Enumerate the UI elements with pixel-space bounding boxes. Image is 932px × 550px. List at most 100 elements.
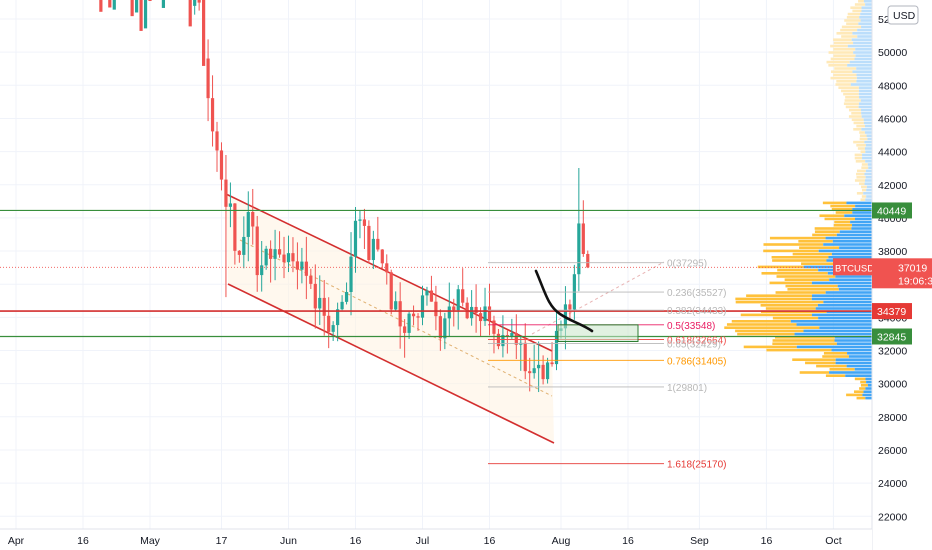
candle-body — [474, 306, 478, 314]
volume-sell-bar — [846, 16, 860, 19]
candle-body — [161, 0, 166, 8]
volume-buy-bar — [862, 156, 872, 160]
volume-buy-bar — [865, 377, 872, 381]
volume-sell-bar — [843, 92, 859, 96]
volume-sell-bar — [836, 32, 853, 35]
volume-sell-bar — [860, 380, 867, 384]
currency-label: USD — [893, 10, 916, 22]
volume-sell-bar — [854, 377, 866, 381]
volume-buy-bar — [860, 19, 872, 22]
candle-body — [135, 0, 139, 13]
volume-buy-bar — [858, 89, 872, 93]
volume-sell-bar — [856, 124, 865, 128]
volume-buy-bar — [825, 291, 872, 294]
price-badge — [872, 202, 912, 219]
volume-sell-bar — [854, 179, 866, 182]
volume-buy-bar — [854, 57, 872, 61]
price-tick-label: 26000 — [878, 445, 907, 457]
volume-sell-bar — [774, 336, 835, 339]
volume-sell-bar — [814, 230, 840, 233]
volume-sell-bar — [846, 393, 863, 397]
volume-buy-bar — [855, 204, 872, 208]
volume-sell-bar — [856, 172, 865, 176]
candle-body — [304, 261, 308, 276]
volume-sell-bar — [838, 86, 859, 89]
volume-sell-bar — [830, 70, 853, 73]
volume-sell-bar — [848, 108, 861, 112]
candle-body — [376, 238, 380, 250]
volume-sell-bar — [834, 67, 857, 70]
volume-buy-bar — [863, 390, 872, 393]
volume-buy-bar — [862, 393, 872, 397]
volume-sell-bar — [844, 19, 861, 22]
candle-body — [215, 131, 219, 151]
candle-body — [112, 0, 116, 10]
time-tick-label: May — [140, 535, 161, 547]
price-tick-label: 32000 — [878, 346, 907, 358]
volume-buy-bar — [828, 256, 872, 259]
volume-buy-bar — [861, 6, 872, 9]
candle-body — [478, 313, 483, 322]
volume-buy-bar — [856, 80, 872, 83]
fib-and-levels: 0(37295) 0.236(35527) 0.382(34433) 0.5(3354… — [0, 209, 872, 471]
volume-buy-bar — [850, 220, 872, 224]
candle-body — [456, 289, 460, 311]
time-tick-label: 16 — [484, 535, 496, 547]
candle-body — [309, 275, 313, 284]
volume-buy-bar — [859, 96, 872, 99]
volume-sell-bar — [822, 355, 849, 358]
volume-buy-bar — [868, 166, 872, 169]
volume-buy-bar — [867, 137, 872, 141]
candle-body — [550, 362, 554, 365]
volume-buy-bar — [864, 140, 872, 144]
time-tick-label: Aug — [552, 535, 571, 547]
volume-buy-bar — [865, 198, 872, 201]
volume-buy-bar — [811, 294, 872, 297]
volume-sell-bar — [859, 134, 867, 137]
volume-sell-bar — [830, 57, 855, 61]
time-axis[interactable]: Apr 16 May 17 Jun 16 Jul 16 Aug 16 Sep 16 Oct — [0, 528, 872, 550]
volume-buy-bar — [836, 233, 872, 237]
candle-body — [143, 0, 148, 29]
candle-body — [242, 236, 246, 255]
volume-buy-bar — [852, 70, 872, 73]
volume-buy-bar — [860, 12, 872, 16]
volume-buy-bar — [829, 278, 872, 281]
volume-sell-bar — [772, 259, 827, 262]
volume-sell-bar — [831, 208, 853, 211]
candle-body — [394, 301, 398, 310]
volume-sell-bar — [860, 384, 868, 387]
volume-buy-bar — [815, 307, 872, 310]
volume-buy-bar — [855, 54, 872, 57]
volume-sell-bar — [854, 3, 866, 6]
projection-curve — [534, 269, 594, 333]
volume-buy-bar — [857, 35, 872, 38]
volume-sell-bar — [735, 300, 824, 304]
volume-buy-bar — [867, 384, 872, 387]
candle-body — [340, 301, 344, 310]
volume-buy-bar — [853, 41, 872, 45]
volume-sell-bar — [828, 51, 854, 54]
volume-sell-bar — [833, 38, 852, 41]
volume-sell-bar — [805, 361, 836, 365]
volume-sell-bar — [769, 281, 812, 285]
candle-body — [322, 297, 326, 316]
volume-sell-bar — [858, 182, 865, 185]
volume-buy-bar — [866, 188, 872, 192]
candle-body — [264, 248, 268, 266]
volume-sell-bar — [824, 217, 856, 221]
time-tick-label: Jul — [416, 535, 429, 547]
volume-sell-bar — [829, 368, 855, 371]
volume-buy-bar — [831, 348, 872, 352]
volume-sell-bar — [861, 188, 867, 192]
volume-sell-bar — [841, 89, 859, 93]
volume-sell-bar — [812, 233, 837, 237]
volume-sell-bar — [856, 144, 866, 147]
volume-buy-bar — [861, 112, 872, 115]
candle-body — [206, 58, 210, 99]
grid-lines — [0, 0, 872, 529]
price-tick-label: 22000 — [878, 511, 907, 523]
volume-sell-bar — [830, 44, 848, 48]
